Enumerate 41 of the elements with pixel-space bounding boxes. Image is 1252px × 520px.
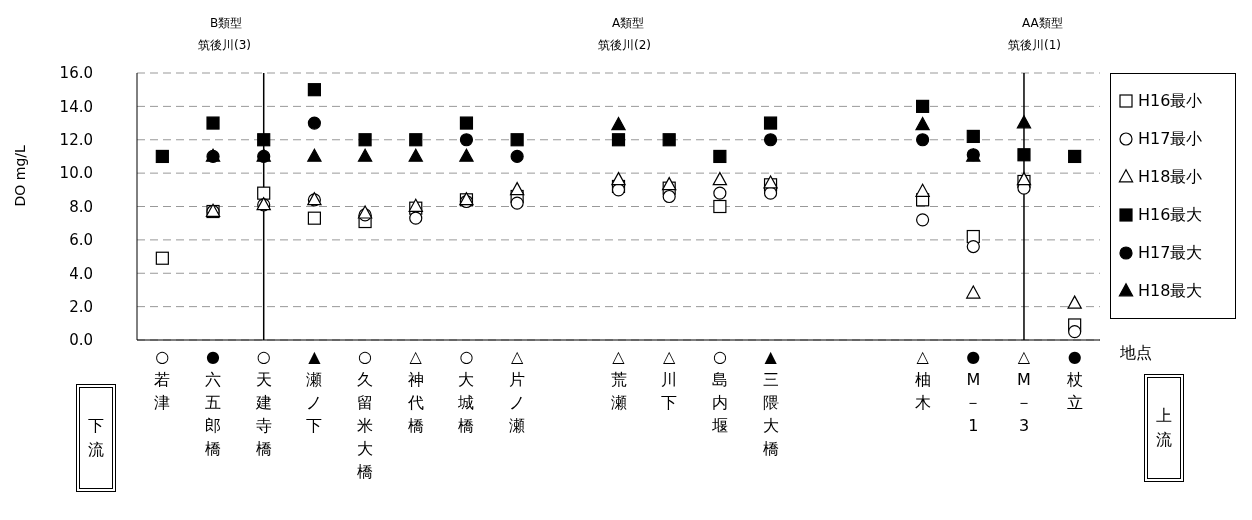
x-tick-label: ●杖立 — [1065, 347, 1083, 412]
y-tick-label: 12.0 — [59, 131, 93, 150]
text: 筑後川(3) — [198, 37, 251, 54]
text: 筑後川(1) — [1008, 37, 1061, 54]
y-tick-label: 4.0 — [69, 264, 93, 283]
legend-label: H18最小 — [1138, 166, 1203, 188]
text: AA類型 — [1022, 15, 1063, 32]
x-tick-label: ●M－1 — [965, 347, 982, 435]
x-tick-label: △川下 — [661, 347, 678, 412]
x-tick-label: △神代橋 — [406, 347, 424, 435]
x-tick-label: ▲瀬ノ下 — [306, 347, 323, 435]
legend-label: H17最小 — [1138, 128, 1203, 150]
x-tick-label: ○大城橋 — [457, 347, 475, 435]
y-tick-label: 2.0 — [69, 297, 93, 316]
text: 筑後川(2) — [598, 37, 651, 54]
text: B類型 — [210, 15, 243, 32]
text: A類型 — [612, 15, 645, 32]
y-axis-title: DO mg/L — [11, 145, 28, 207]
text: 上流 — [1156, 405, 1172, 451]
y-tick-label: 6.0 — [69, 231, 93, 250]
legend-label: H18最大 — [1138, 280, 1203, 302]
legend-label: H16最大 — [1138, 204, 1203, 226]
y-tick-label: 8.0 — [69, 197, 93, 216]
x-tick-label: ○島内堰 — [710, 347, 728, 435]
x-tick-label: ○若津 — [154, 347, 171, 412]
y-tick-label: 14.0 — [59, 97, 93, 116]
text: 下流 — [88, 415, 104, 461]
x-tick-label: ▲三隈大橋 — [762, 347, 779, 458]
text: 地点 — [1120, 342, 1152, 364]
y-tick-label: 16.0 — [59, 64, 93, 83]
y-tick-label: 10.0 — [59, 164, 93, 183]
legend-label: H16最小 — [1138, 90, 1203, 112]
y-tick-label: 0.0 — [69, 331, 93, 350]
x-tick-label: △柚木 — [914, 347, 931, 412]
x-tick-label: △片ノ瀬 — [509, 347, 526, 435]
x-tick-label: △M－3 — [1015, 347, 1032, 435]
x-tick-label: △荒瀬 — [610, 347, 627, 412]
legend-label: H17最大 — [1138, 242, 1203, 264]
x-tick-label: ●六五郎橋 — [205, 347, 222, 458]
x-tick-label: ○天建寺橋 — [254, 347, 272, 458]
x-tick-label: ○久留米大橋 — [357, 347, 374, 481]
